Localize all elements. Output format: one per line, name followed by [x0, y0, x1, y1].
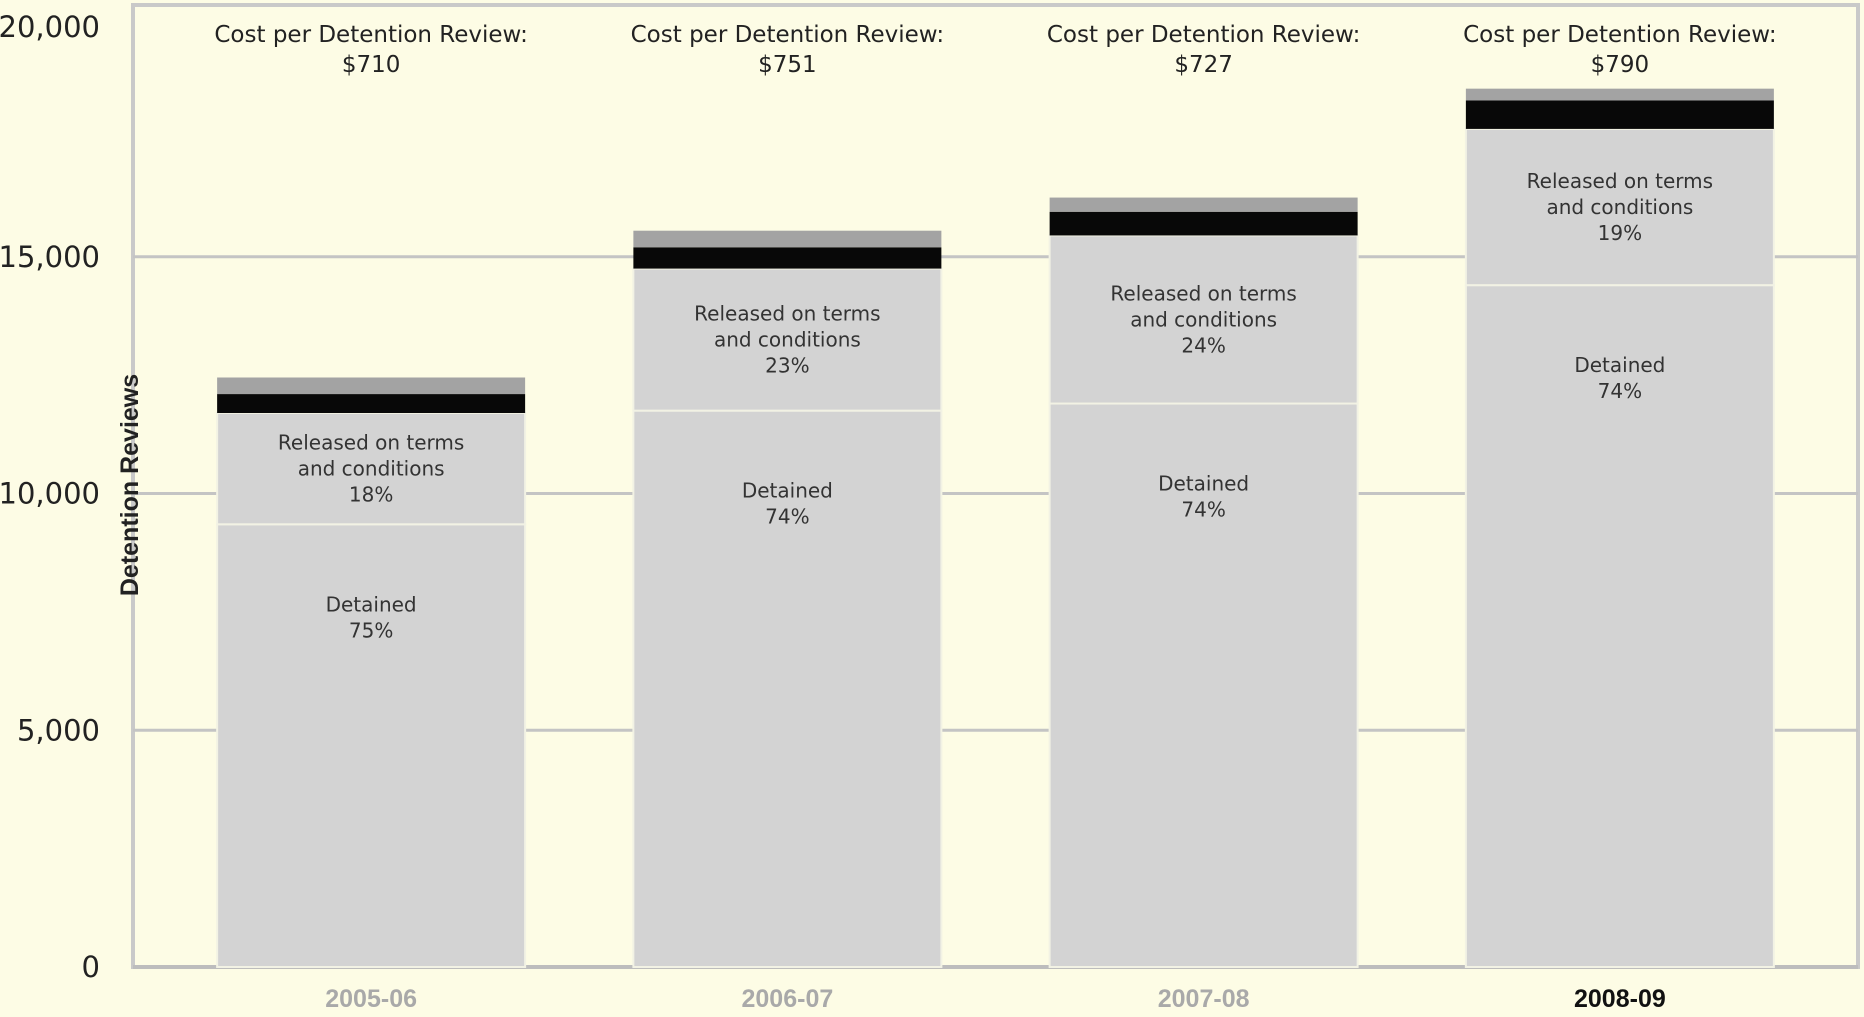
y-tick-label: 15,000 — [0, 240, 100, 274]
bar-segment — [1048, 234, 1359, 405]
labels: 05,00010,00015,00020,000Detained75%Relea… — [0, 10, 1777, 1013]
bar-segment — [1464, 284, 1775, 969]
x-tick-label: 2008-09 — [1574, 985, 1666, 1013]
x-tick-label: 2006-07 — [742, 985, 834, 1013]
bar-segment — [1049, 211, 1358, 236]
bar-segment — [633, 247, 942, 269]
cost-label: Cost per Detention Review: — [631, 22, 945, 48]
segment-label: and conditions — [1546, 195, 1693, 219]
bar-segment — [1465, 88, 1774, 101]
bar-segment — [1464, 127, 1775, 287]
cost-label: Cost per Detention Review: — [214, 22, 528, 48]
segment-label: Released on terms — [1110, 281, 1296, 305]
segment-percent: 18% — [349, 483, 393, 507]
cost-label: Cost per Detention Review: — [1463, 22, 1777, 48]
segment-label: Detained — [742, 479, 833, 503]
bar-segment — [632, 409, 943, 968]
segment-label: and conditions — [714, 328, 861, 352]
y-axis-label: Detention Reviews — [116, 374, 144, 596]
bar-segment — [1465, 100, 1774, 129]
segment-label: Released on terms — [1527, 169, 1713, 193]
bar-segment — [217, 377, 526, 395]
bar-segment — [216, 412, 527, 526]
segment-label: Released on terms — [278, 431, 464, 455]
segment-label: Detained — [326, 592, 417, 616]
segment-percent: 74% — [1181, 498, 1225, 522]
y-tick-label: 5,000 — [17, 713, 100, 747]
segment-percent: 75% — [349, 618, 393, 642]
segment-label: Released on terms — [694, 302, 880, 326]
cost-value: $751 — [758, 52, 817, 78]
segment-percent: 23% — [765, 354, 809, 378]
segment-label: Detained — [1158, 472, 1249, 496]
bar-segment — [216, 523, 527, 969]
segment-percent: 19% — [1598, 221, 1642, 245]
segment-percent: 74% — [1598, 379, 1642, 403]
bar-segment — [632, 267, 943, 412]
cost-value: $790 — [1591, 52, 1650, 78]
bars — [216, 88, 1775, 969]
x-tick-label: 2005-06 — [325, 985, 417, 1013]
cost-value: $727 — [1174, 52, 1233, 78]
y-tick-label: 20,000 — [0, 10, 100, 44]
cost-label: Cost per Detention Review: — [1047, 22, 1361, 48]
segment-label: Detained — [1574, 353, 1665, 377]
segment-percent: 74% — [765, 505, 809, 529]
y-tick-label: 10,000 — [0, 477, 100, 511]
segment-label: and conditions — [1130, 307, 1277, 331]
bar-segment — [217, 394, 526, 414]
y-tick-label: 0 — [82, 950, 100, 984]
bar-segment — [1048, 402, 1359, 969]
bar-segment — [1049, 197, 1358, 212]
segment-percent: 24% — [1181, 333, 1225, 357]
cost-value: $710 — [342, 52, 401, 78]
x-tick-label: 2007-08 — [1158, 985, 1250, 1013]
bar-segment — [633, 230, 942, 248]
segment-label: and conditions — [298, 457, 445, 481]
